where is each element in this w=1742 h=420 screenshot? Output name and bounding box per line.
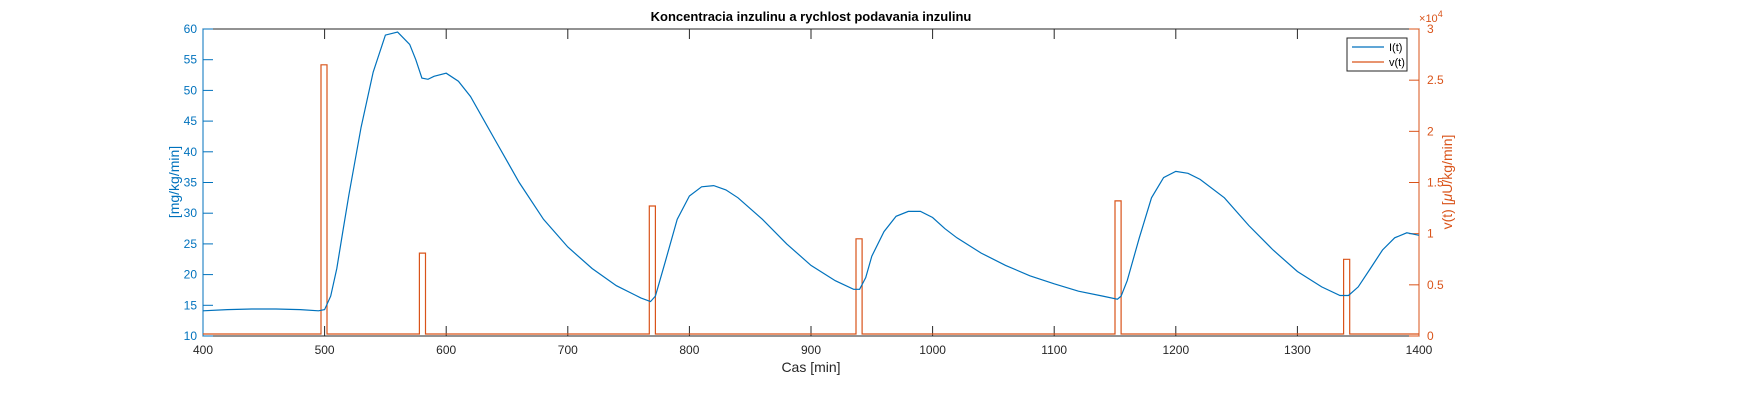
- legend-label-v: v(t): [1389, 57, 1405, 69]
- legend-box: [1346, 37, 1408, 72]
- x-tick-label: 800: [679, 343, 699, 357]
- series-v-line: [203, 64, 1419, 335]
- exponent-times: ×: [1419, 13, 1425, 25]
- y-left-tick-label: 50: [184, 83, 198, 97]
- x-axis: 400 500 600 700 800 900 1000 1100 1200 1300 1400: [193, 29, 1433, 357]
- x-tick-label: 1300: [1284, 343, 1311, 357]
- y-right-label-prefix: v(t) [: [1439, 201, 1455, 229]
- x-tick-label: 500: [315, 343, 335, 357]
- y-right-axis: 0 0.5 1 1.5 2 2.5 3: [1409, 22, 1444, 343]
- y-left-axis-label: [mg/kg/min]: [166, 146, 182, 218]
- y-right-tick-label: 1: [1427, 227, 1434, 241]
- y-right-tick-label: 1.5: [1427, 176, 1444, 190]
- chart-title: Koncentracia inzulinu a rychlost podavan…: [651, 9, 972, 24]
- y-right-tick-label: 2.5: [1427, 73, 1444, 87]
- y-right-tick-label: 0: [1427, 329, 1434, 343]
- x-tick-label: 1400: [1406, 343, 1433, 357]
- y-right-tick-label: 0.5: [1427, 278, 1444, 292]
- x-tick-label: 1100: [1041, 343, 1067, 357]
- y-left-tick-label: 35: [184, 176, 198, 190]
- y-left-tick-label: 15: [184, 298, 198, 312]
- y-right-exponent-label: ×104: [1419, 9, 1443, 25]
- plot-frame: [202, 28, 1420, 337]
- y-right-tick-label: 3: [1427, 22, 1434, 36]
- x-tick-label: 600: [436, 343, 456, 357]
- x-axis-label: Cas [min]: [781, 359, 840, 375]
- y-left-tick-label: 55: [184, 53, 198, 67]
- y-left-tick-label: 45: [184, 114, 198, 128]
- y-left-tick-label: 20: [184, 268, 198, 282]
- x-tick-label: 1200: [1162, 343, 1189, 357]
- legend: I(t) v(t): [1346, 37, 1408, 72]
- exponent-power: 4: [1438, 9, 1443, 19]
- y-right-axis-label: v(t) [μU/kg/min]: [1439, 135, 1455, 230]
- legend-label-i: I(t): [1389, 42, 1402, 54]
- x-tick-label: 900: [801, 343, 821, 357]
- y-left-tick-label: 10: [184, 329, 198, 343]
- x-tick-label: 1000: [919, 343, 946, 357]
- x-tick-label: 400: [193, 343, 213, 357]
- y-right-label-suffix: U/kg/min]: [1439, 135, 1455, 194]
- x-tick-label: 700: [558, 343, 578, 357]
- series-i-line: [202, 31, 1420, 312]
- y-left-tick-label: 60: [184, 22, 198, 36]
- y-right-tick-label: 2: [1427, 124, 1434, 138]
- y-left-tick-label: 30: [184, 206, 198, 220]
- y-right-label-mu: μ: [1439, 193, 1455, 202]
- y-left-tick-label: 40: [184, 145, 198, 159]
- y-left-tick-label: 25: [184, 237, 198, 251]
- exponent-base: 10: [1425, 13, 1437, 25]
- y-left-axis: 10 15 20 25 30 35 40 45 50 55 60: [184, 22, 213, 343]
